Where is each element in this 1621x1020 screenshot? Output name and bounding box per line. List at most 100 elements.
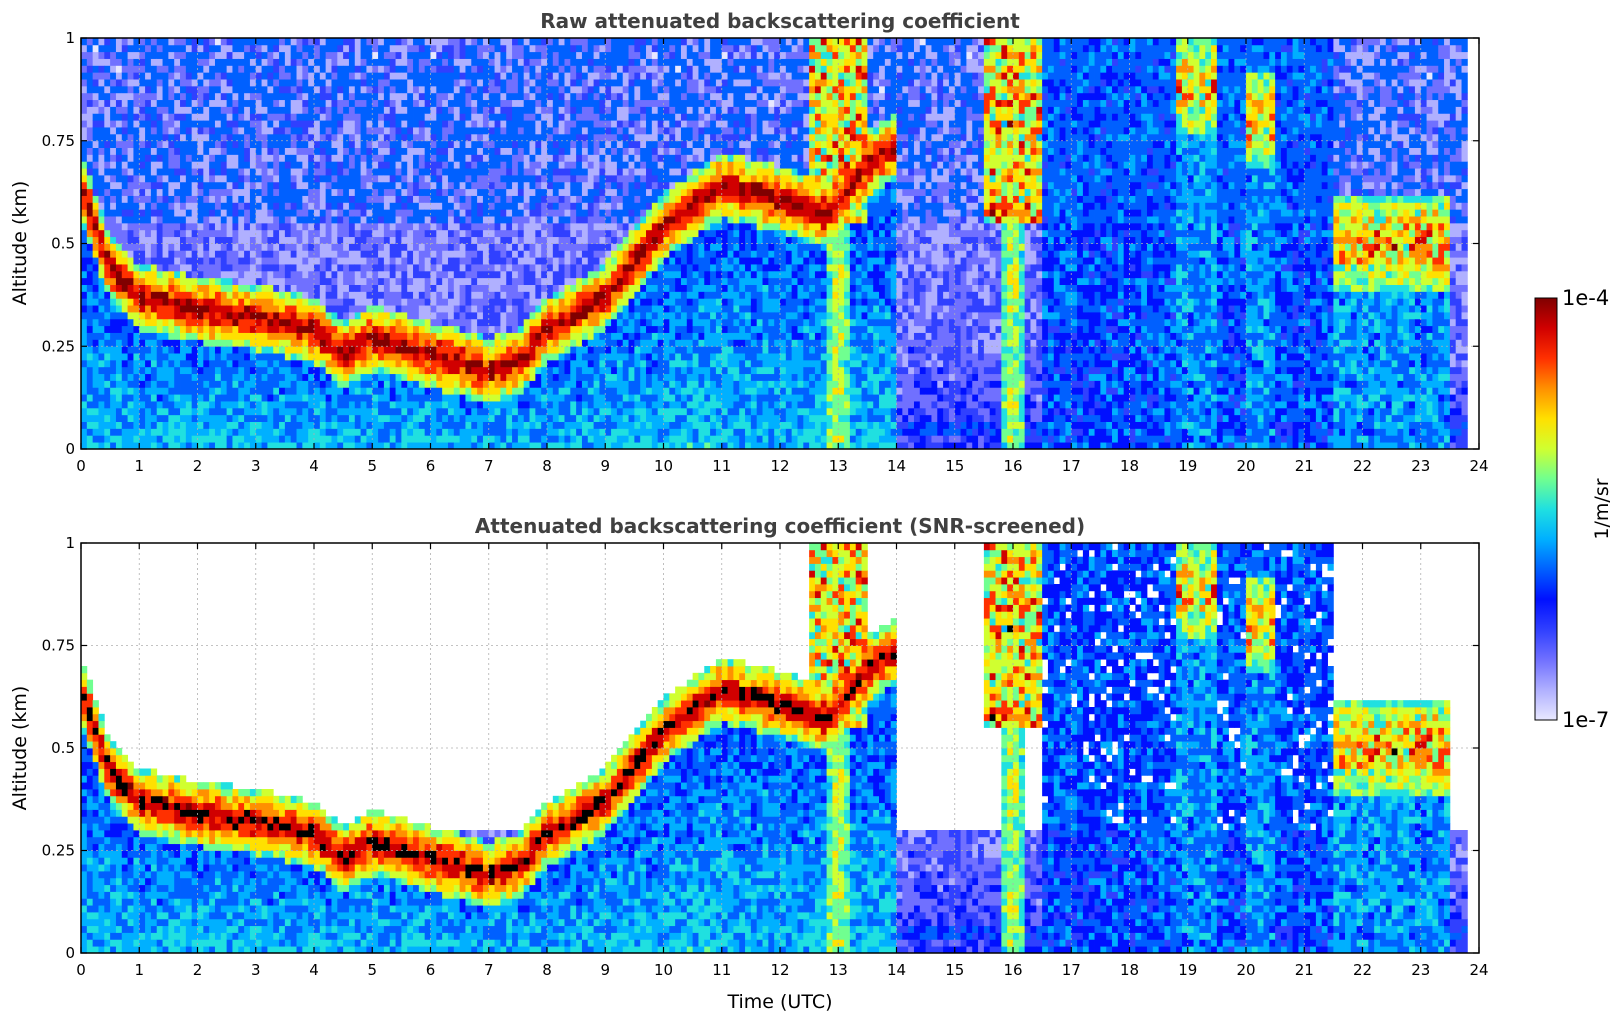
panel-raw-cell	[733, 175, 740, 196]
panel-raw-cell	[267, 120, 274, 128]
panel-raw-cell	[477, 140, 484, 148]
panel-raw-cell	[447, 318, 455, 327]
panel-raw-cell	[337, 257, 344, 265]
panel-raw-cell	[331, 257, 338, 265]
panel-raw-cell	[407, 195, 414, 203]
panel-raw-cell	[430, 209, 437, 217]
panel-raw-cell	[657, 202, 664, 210]
panel-raw-cell	[168, 332, 175, 340]
panel-raw-cell	[500, 291, 507, 299]
panel-raw-cell	[395, 51, 402, 59]
panel-raw-cell	[156, 154, 163, 162]
panel-raw-cell	[203, 332, 210, 340]
panel-raw-cell	[110, 318, 117, 333]
panel-raw-cell	[547, 154, 554, 162]
panel-raw-cell	[314, 222, 321, 231]
panel-raw-cell	[267, 79, 274, 87]
panel-raw-cell	[383, 236, 391, 244]
panel-raw-cell	[92, 106, 99, 114]
panel-raw-cell	[436, 92, 443, 107]
panel-raw-cell	[576, 175, 583, 183]
panel-raw-cell	[337, 188, 344, 196]
panel-raw-cell	[133, 58, 140, 66]
panel-raw-cell	[209, 387, 216, 395]
panel-raw-cell	[686, 202, 694, 210]
panel-raw-cell	[366, 428, 373, 436]
panel-raw-cell	[331, 373, 338, 381]
panel-raw-cell	[331, 421, 338, 429]
panel-raw-cell	[611, 92, 618, 101]
panel-raw-cell	[646, 168, 653, 190]
panel-raw-cell	[733, 222, 740, 231]
panel-raw-cell	[680, 284, 688, 292]
panel-raw-cell	[383, 312, 391, 320]
panel-raw-cell	[354, 229, 362, 238]
panel-raw-cell	[325, 373, 332, 381]
panel-raw-cell	[564, 168, 571, 176]
panel-raw-cell	[680, 312, 688, 327]
panel-raw-cell	[721, 44, 728, 53]
panel-raw-cell	[314, 414, 321, 429]
panel-raw-cell	[296, 332, 303, 340]
panel-raw-cell	[523, 442, 530, 449]
panel-raw-cell	[756, 264, 763, 272]
panel-raw-cell	[611, 188, 618, 196]
panel-raw-cell	[314, 243, 321, 258]
panel-raw-cell	[343, 373, 350, 381]
panel-raw-cell	[581, 181, 589, 196]
panel-raw-cell	[727, 298, 734, 333]
panel-raw-cell	[535, 222, 542, 231]
panel-raw-cell	[413, 353, 420, 361]
panel-raw-cell	[162, 195, 169, 203]
panel-raw-cell	[710, 291, 717, 299]
panel-raw-cell	[296, 421, 303, 429]
panel-raw-cell	[727, 161, 734, 176]
panel-raw-cell	[348, 401, 356, 416]
panel-raw-cell	[156, 284, 163, 292]
panel-raw-cell	[453, 202, 461, 210]
panel-raw-cell	[605, 202, 612, 210]
panel-raw-cell	[745, 113, 752, 128]
panel-raw-cell	[418, 51, 426, 59]
panel-raw-cell	[308, 243, 315, 251]
panel-raw-cell	[226, 318, 233, 327]
panel-raw-cell	[115, 79, 123, 87]
panel-raw-cell	[547, 325, 554, 333]
panel-raw-cell	[616, 92, 624, 101]
panel-raw-cell	[168, 202, 175, 210]
panel-raw-cell	[611, 216, 618, 224]
panel-raw-cell	[314, 188, 321, 210]
panel-raw-cell	[570, 79, 577, 87]
panel-raw-cell	[570, 51, 577, 66]
panel-raw-cell	[442, 168, 449, 176]
panel-raw-cell	[663, 277, 670, 285]
panel-raw-cell	[471, 318, 478, 333]
panel-raw-cell	[488, 401, 495, 416]
panel-raw-cell	[424, 161, 431, 169]
panel-raw-cell	[512, 58, 519, 73]
panel-raw-cell	[698, 277, 705, 292]
panel-raw-cell	[238, 312, 245, 320]
panel-raw-cell	[634, 366, 641, 395]
panel-raw-cell	[762, 428, 769, 436]
panel-raw-cell	[249, 168, 257, 183]
panel-raw-cell	[698, 106, 705, 114]
panel-raw-cell	[494, 373, 501, 388]
panel-raw-cell	[581, 305, 589, 320]
panel-raw-cell	[290, 332, 297, 347]
panel-raw-cell	[517, 161, 525, 190]
panel-raw-cell	[488, 353, 495, 361]
panel-raw-cell	[81, 312, 88, 320]
panel-raw-cell	[220, 359, 228, 381]
panel-raw-cell	[715, 85, 723, 94]
panel-raw-cell	[296, 401, 303, 416]
panel-raw-cell	[710, 175, 717, 183]
panel-raw-cell	[733, 72, 740, 80]
panel-raw-cell	[477, 127, 484, 135]
panel-raw-cell	[581, 216, 589, 224]
panel-raw-cell	[104, 442, 111, 449]
panel-raw-cell	[314, 346, 321, 361]
panel-raw-cell	[558, 168, 565, 176]
panel-raw-cell	[756, 359, 763, 368]
panel-raw-cell	[348, 346, 356, 354]
